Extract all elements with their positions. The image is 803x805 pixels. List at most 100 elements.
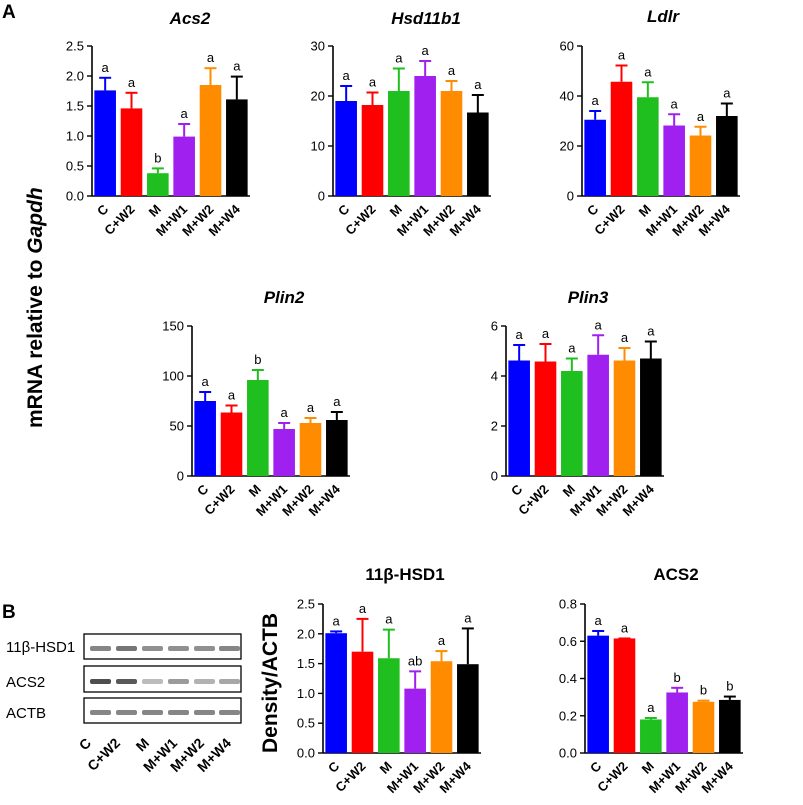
bar	[351, 651, 374, 753]
category-label: M+W4	[699, 758, 737, 796]
bar	[584, 119, 606, 196]
y-tick-label: 0.2	[559, 708, 577, 723]
y-tick-label: 0	[567, 189, 574, 204]
category-label: M	[387, 202, 405, 220]
y-tick-label: 0.5	[297, 716, 315, 731]
bar	[220, 412, 243, 476]
y-tick-label: 0.4	[559, 671, 577, 686]
significance-label: a	[369, 75, 377, 90]
category-label: M	[146, 202, 164, 220]
bar	[587, 635, 609, 753]
significance-label: a	[474, 77, 482, 92]
category-label: C+W2	[332, 759, 368, 795]
y-tick-label: 50	[170, 419, 184, 434]
category-label-text: C+W2	[515, 482, 551, 518]
significance-label: b	[726, 679, 733, 694]
category-label: M+W4	[696, 201, 734, 239]
category-label-text: C+W2	[342, 202, 378, 238]
category-label: M	[377, 759, 395, 777]
bar	[404, 688, 426, 753]
significance-label: a	[448, 63, 456, 78]
blot-label-acs2: ACS2	[6, 674, 45, 691]
band-hsd1	[194, 646, 215, 651]
svg-text:C: C	[76, 735, 94, 753]
category-label-text: M	[377, 759, 395, 777]
bar	[226, 99, 248, 196]
band-actb	[168, 710, 189, 715]
bar	[325, 633, 347, 753]
category-label-text: C	[584, 201, 602, 219]
category-label: C+W2	[591, 202, 627, 238]
band-hsd1	[168, 646, 189, 651]
category-label-text: M+W4	[699, 758, 737, 796]
significance-label: a	[464, 610, 472, 625]
bar	[561, 371, 583, 476]
y-tick-label: 10	[311, 139, 325, 154]
band-actb	[194, 710, 215, 715]
significance-label: a	[333, 394, 341, 409]
band-hsd1	[116, 646, 137, 651]
y-tick-label: 4	[491, 369, 498, 384]
category-label-text: M	[146, 202, 164, 220]
band-hsd1	[90, 646, 111, 651]
y-tick-label: 30	[311, 39, 325, 54]
category-label: C+W2	[342, 202, 378, 238]
y-tick-label: 1.0	[66, 129, 84, 144]
y-tick-label: 0.5	[66, 159, 84, 174]
significance-label: a	[422, 43, 430, 58]
significance-label: a	[542, 326, 550, 341]
band-hsd1	[142, 646, 163, 651]
band-actb	[219, 710, 240, 715]
bar	[663, 125, 685, 196]
category-label-text: C	[325, 758, 343, 776]
y-tick-label: 0	[491, 469, 498, 484]
category-label: C	[94, 201, 112, 219]
category-label: C+W2	[515, 482, 551, 518]
blot-box-acs2	[83, 665, 242, 693]
chart-title: Plin3	[568, 288, 609, 307]
chart-acs2_protein: ACS20.00.20.40.60.8aCaC+W2aMbM+W1bM+W2bM…	[559, 565, 743, 796]
significance-label: a	[647, 700, 655, 715]
category-label-text: C+W2	[101, 202, 137, 238]
y-tick-label: 20	[311, 89, 325, 104]
blot-lane-m: M	[133, 735, 153, 755]
y-tick-label: 2.0	[297, 626, 315, 641]
y-tick-label: 0.0	[66, 189, 84, 204]
significance-label: a	[568, 341, 576, 356]
category-label-text: M	[246, 482, 264, 500]
significance-label: a	[618, 48, 626, 63]
bar	[508, 360, 530, 476]
y-tick-label: 20	[560, 139, 574, 154]
category-label: M	[246, 482, 264, 500]
blot-bands	[90, 646, 240, 715]
bar	[335, 101, 357, 196]
significance-label: a	[644, 64, 652, 79]
bar	[457, 664, 479, 753]
bar	[120, 108, 143, 196]
bar	[666, 692, 688, 753]
bar	[610, 81, 633, 196]
significance-label: a	[395, 51, 403, 66]
category-label-text: C	[335, 201, 353, 219]
significance-label: a	[202, 374, 210, 389]
y-tick-label: 100	[162, 369, 184, 384]
blot-lane-cw2: C+W2	[84, 735, 123, 774]
y-tick-label: 1.5	[66, 99, 84, 114]
category-label: C	[587, 758, 605, 776]
significance-label: a	[228, 388, 236, 403]
significance-label: a	[671, 96, 679, 111]
bar	[587, 354, 609, 476]
category-label: M	[560, 482, 578, 500]
y-tick-label: 60	[560, 39, 574, 54]
bar	[247, 380, 269, 476]
category-label-text: M	[560, 482, 578, 500]
blot-lane-c: C	[76, 735, 94, 753]
y-tick-label: 2	[491, 419, 498, 434]
band-actb	[116, 710, 137, 715]
bar	[326, 420, 348, 476]
bar	[467, 112, 489, 196]
